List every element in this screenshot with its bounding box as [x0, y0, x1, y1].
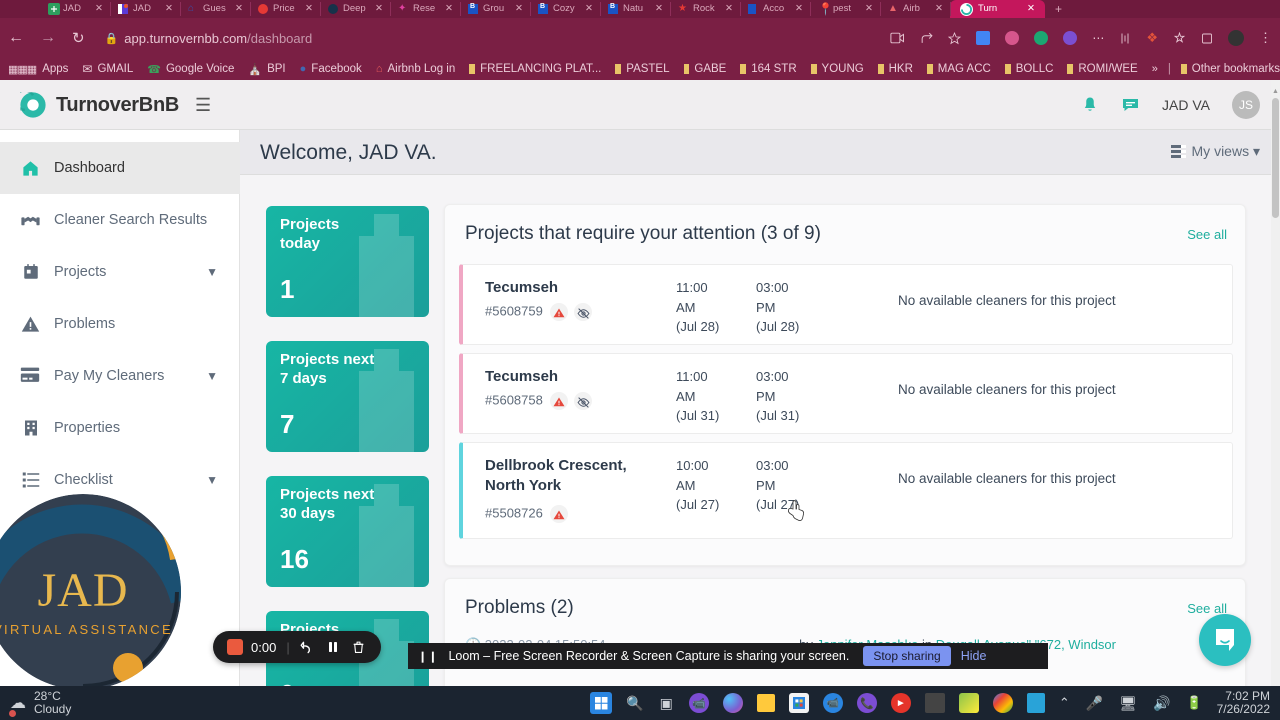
- svg-text:VIRTUAL ASSISTANCE: VIRTUAL ASSISTANCE: [0, 622, 173, 637]
- svg-text:JAD: JAD: [37, 564, 128, 617]
